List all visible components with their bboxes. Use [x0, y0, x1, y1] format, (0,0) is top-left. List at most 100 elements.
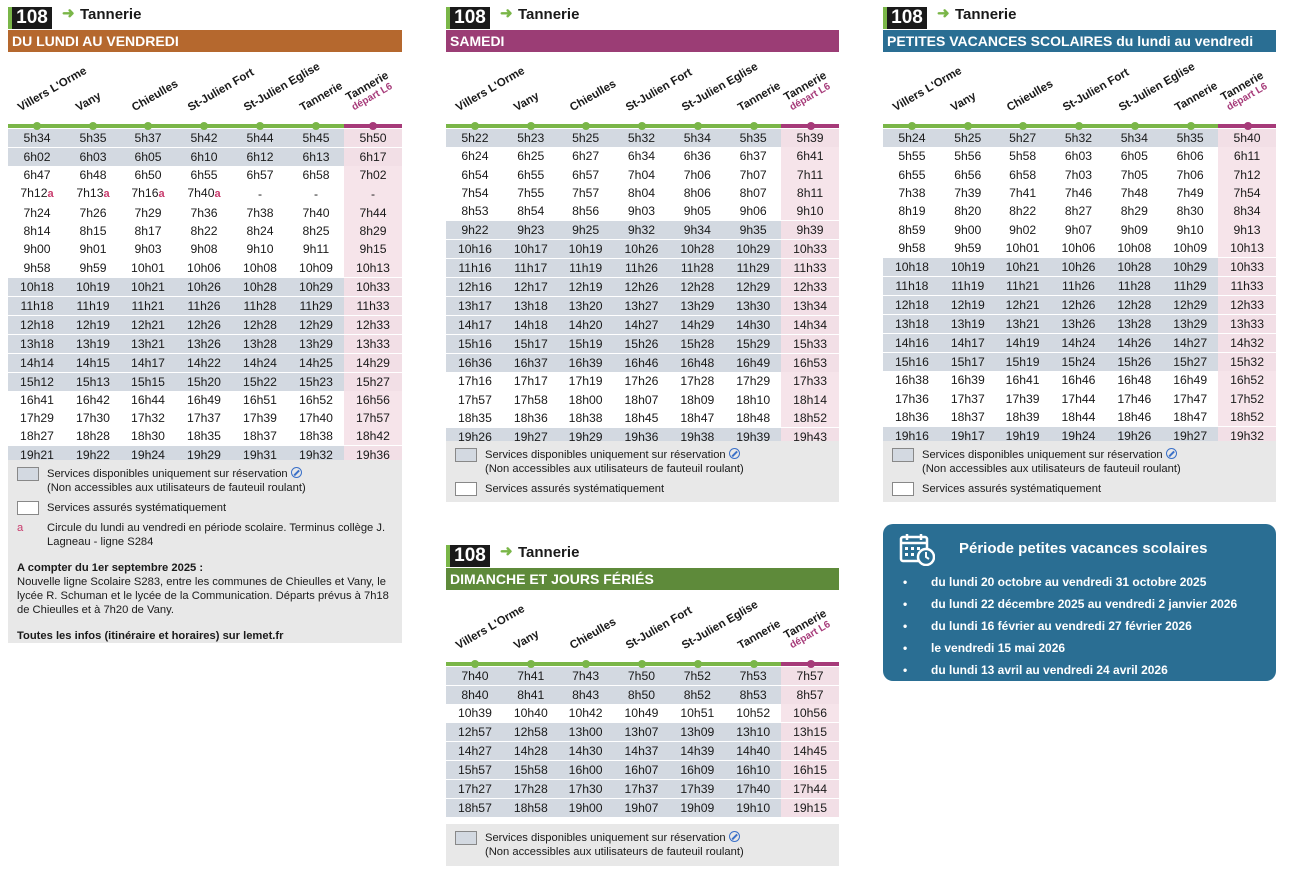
- time-cell: 11h29: [725, 258, 782, 278]
- time-cell: -: [232, 184, 288, 204]
- time-cell: 5h35: [66, 128, 120, 148]
- time-value: 7h40: [461, 669, 489, 683]
- time-cell: 13h30: [725, 296, 782, 316]
- time-value: 19h43: [793, 429, 827, 444]
- time-cell: 14h24: [1050, 332, 1107, 353]
- time-value: 18h10: [736, 392, 771, 407]
- time-value: 17h28: [680, 374, 715, 389]
- time-cell: 7h55: [503, 183, 558, 203]
- time-cell: 15h22: [232, 371, 288, 391]
- schedule-vacances: 108 ➜ Tannerie PETITES VACANCES SCOLAIRES d…: [883, 0, 1276, 445]
- time-cell: 10h26: [176, 276, 232, 297]
- time-value: 8h22: [190, 223, 218, 238]
- legend-saturday: Services disponibles uniquement sur rése…: [446, 441, 839, 502]
- time-value: 11h29: [299, 298, 333, 313]
- time-cell: 9h05: [669, 202, 726, 221]
- time-cell: 8h07: [725, 183, 782, 203]
- stop-name: Tannerie: [736, 618, 783, 652]
- time-cell: 9h00: [8, 240, 66, 259]
- time-value: 12h58: [513, 725, 548, 739]
- reservation-swatch: [455, 448, 477, 462]
- time-cell: 9h06: [725, 202, 782, 221]
- time-value: 17h16: [457, 374, 492, 389]
- time-value: 13h27: [624, 299, 659, 314]
- time-value: 7h38: [898, 185, 926, 200]
- time-cell: 17h37: [176, 408, 232, 428]
- time-cell: 12h29: [725, 277, 782, 297]
- time-cell: 5h22: [446, 128, 504, 147]
- time-cell: 17h32: [120, 408, 176, 428]
- time-cell: 12h28: [232, 314, 288, 335]
- time-value: 14h30: [736, 318, 771, 333]
- table-row: 13h18 13h19 13h21 13h26 13h28 13h29 13h33: [883, 313, 1276, 334]
- infos-link: Toutes les infos (itinéraire et horaires…: [17, 630, 284, 642]
- time-value: 9h10: [246, 242, 274, 257]
- time-value: 8h17: [134, 223, 162, 238]
- time-value: 18h58: [513, 801, 548, 815]
- time-cell: 15h17: [503, 334, 558, 354]
- time-cell: 12h29: [1162, 294, 1219, 315]
- stop-dot: [582, 660, 590, 668]
- time-value: 6h58: [302, 168, 330, 183]
- time-cell: 9h03: [120, 240, 176, 259]
- time-value: 10h09: [1173, 240, 1208, 255]
- time-cell: 6h03: [1050, 147, 1107, 166]
- time-value: 8h59: [898, 222, 926, 237]
- time-cell: 17h17: [503, 372, 558, 391]
- time-cell: 14h20: [557, 315, 614, 335]
- time-value: 9h02: [1009, 222, 1037, 237]
- time-value: 13h28: [243, 336, 277, 351]
- time-cell: 13h26: [1050, 313, 1107, 334]
- time-cell: 10h19: [66, 276, 120, 297]
- stop-name: Vany: [512, 90, 542, 114]
- time-cell: 7h46: [1050, 183, 1107, 203]
- time-value: 6h13: [302, 150, 330, 164]
- time-cell: 8h14: [8, 221, 66, 241]
- time-value: 10h51: [680, 706, 715, 720]
- time-value: 8h25: [302, 223, 330, 238]
- time-value: 16h07: [624, 763, 659, 777]
- time-value: 6h37: [739, 149, 767, 164]
- table-row: 8h53 8h54 8h56 9h03 9h05 9h06 9h10: [446, 202, 839, 221]
- time-cell: 10h51: [669, 704, 726, 723]
- time-cell: 12h26: [1050, 294, 1107, 315]
- time-cell: 17h37: [613, 779, 670, 799]
- legend-sunday: Services disponibles uniquement sur rése…: [446, 824, 839, 866]
- time-cell: 19h29: [176, 445, 232, 465]
- time-value: 10h28: [243, 279, 277, 294]
- time-cell: 12h18: [8, 314, 66, 335]
- time-value: 18h52: [793, 410, 827, 425]
- time-cell: 9h01: [66, 240, 120, 259]
- time-cell: 16h46: [1050, 370, 1107, 390]
- time-value: 11h26: [624, 261, 658, 276]
- time-value: 15h27: [356, 374, 390, 389]
- time-cell: 8h29: [344, 221, 402, 241]
- table-row: 6h55 6h56 6h58 7h03 7h05 7h06 7h12: [883, 165, 1276, 184]
- time-cell: 13h26: [176, 333, 232, 354]
- systematic-swatch: [17, 501, 39, 515]
- time-cell: 8h34: [1218, 202, 1276, 221]
- time-value: 16h39: [950, 373, 985, 388]
- time-cell: 6h12: [232, 147, 288, 166]
- time-value: 7h06: [683, 167, 711, 182]
- time-cell: 19h24: [120, 445, 176, 465]
- time-cell: 7h57: [781, 666, 839, 686]
- time-cell: 15h23: [288, 371, 344, 391]
- vacances-item: du lundi 13 avril au vendredi 24 avril 2…: [901, 663, 1258, 677]
- stop-label: Vany: [512, 628, 541, 652]
- table-row: 5h22 5h23 5h25 5h32 5h34 5h35 5h39: [446, 128, 839, 147]
- time-cell: 9h32: [613, 220, 670, 240]
- stop-header: Villers L'Orme Vany Chieulles St-Julien For…: [446, 590, 839, 668]
- time-value: 6h10: [190, 150, 218, 164]
- time-value: 5h39: [796, 131, 824, 145]
- time-value: 18h35: [457, 410, 492, 425]
- table-row: 18h27 18h28 18h30 18h35 18h37 18h38 18h42: [8, 427, 402, 446]
- time-value: 9h03: [627, 204, 656, 219]
- time-cell: 18h52: [1218, 407, 1276, 427]
- time-cell: 16h39: [557, 353, 614, 373]
- time-cell: 16h52: [288, 390, 344, 409]
- time-value: 7h11: [796, 167, 824, 182]
- time-value: 14h45: [793, 744, 827, 758]
- time-value: 19h38: [680, 429, 715, 444]
- time-cell: 9h15: [344, 240, 402, 259]
